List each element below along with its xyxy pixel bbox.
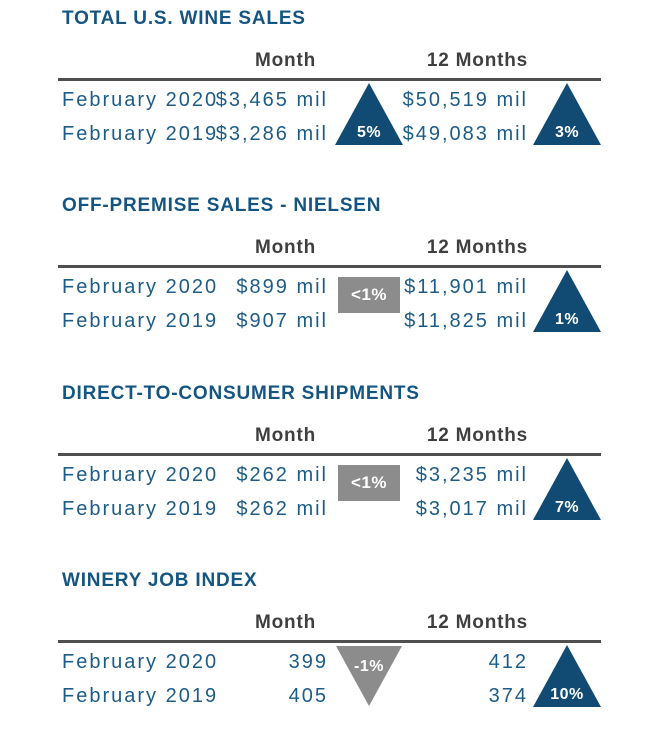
twelve-months-value: 412 [488,651,528,673]
month-indicator: <1% [330,456,408,522]
twelve-months-indicator: 1% [530,268,603,334]
twelve-months-column-header: 12 Months [426,612,528,633]
twelve-months-value: $50,519 mil [402,89,528,111]
twelve-months-value: 374 [488,685,528,707]
kpi-section: WINERY JOB INDEX Month 12 Months Februar… [0,570,650,730]
month-value: $262 mil [236,498,328,520]
twelve-months-column-header: 12 Months [426,237,528,258]
month-column-header: Month [255,50,316,71]
table-row: February 2020 $3,465 mil $50,519 mil [0,85,650,115]
section-title: TOTAL U.S. WINE SALES [62,8,306,29]
kpi-section: DIRECT-TO-CONSUMER SHIPMENTS Month 12 Mo… [0,383,650,543]
month-value: $899 mil [236,276,328,298]
twelve-months-indicator: 10% [530,643,603,709]
table-row: February 2019 405 374 [0,681,650,711]
header-divider [58,453,601,456]
kpi-section: OFF-PREMISE SALES - NIELSEN Month 12 Mon… [0,195,650,355]
table-row: February 2019 $3,286 mil $49,083 mil [0,119,650,149]
flat-change-badge: <1% [338,277,400,313]
month-value: $907 mil [236,310,328,332]
up-triangle-icon: 1% [532,270,601,332]
table-row: February 2019 $262 mil $3,017 mil [0,494,650,524]
kpi-section: TOTAL U.S. WINE SALES Month 12 Months Fe… [0,8,650,168]
flat-change-badge: <1% [338,465,400,501]
month-indicator: 5% [330,81,408,147]
month-column-header: Month [255,612,316,633]
month-value: 399 [288,651,328,673]
row-label: February 2020 [62,464,219,486]
row-label: February 2020 [62,89,219,111]
svg-text:-1%: -1% [354,658,384,675]
up-triangle-icon: 10% [532,645,601,707]
twelve-months-value: $11,901 mil [404,276,528,298]
svg-text:3%: 3% [554,124,578,141]
month-column-header: Month [255,237,316,258]
table-row: February 2020 $899 mil $11,901 mil [0,272,650,302]
header-divider [58,265,601,268]
month-value: $3,286 mil [215,123,328,145]
section-title: OFF-PREMISE SALES - NIELSEN [62,195,382,216]
section-title: DIRECT-TO-CONSUMER SHIPMENTS [62,383,420,404]
table-row: February 2019 $907 mil $11,825 mil [0,306,650,336]
twelve-months-column-header: 12 Months [426,425,528,446]
month-value: 405 [288,685,328,707]
header-divider [58,78,601,81]
month-value: $262 mil [236,464,328,486]
month-value: $3,465 mil [215,89,328,111]
twelve-months-value: $3,235 mil [415,464,528,486]
row-label: February 2019 [62,685,219,707]
twelve-months-value: $49,083 mil [402,123,528,145]
twelve-months-indicator: 7% [530,456,603,522]
row-label: February 2019 [62,498,219,520]
up-triangle-icon: 5% [335,83,403,145]
month-indicator: -1% [330,643,408,709]
table-row: February 2020 399 412 [0,647,650,677]
up-triangle-icon: 7% [532,458,601,520]
section-title: WINERY JOB INDEX [62,570,258,591]
table-row: February 2020 $262 mil $3,235 mil [0,460,650,490]
twelve-months-value: $11,825 mil [404,310,528,332]
up-triangle-icon: 3% [532,83,601,145]
month-indicator: <1% [330,268,408,334]
svg-text:5%: 5% [357,124,381,141]
svg-text:10%: 10% [550,686,584,703]
row-label: February 2020 [62,276,219,298]
twelve-months-column-header: 12 Months [426,50,528,71]
row-label: February 2019 [62,310,219,332]
svg-text:1%: 1% [554,311,578,328]
row-label: February 2019 [62,123,219,145]
month-column-header: Month [255,425,316,446]
header-divider [58,640,601,643]
twelve-months-value: $3,017 mil [415,498,528,520]
row-label: February 2020 [62,651,219,673]
down-triangle-icon: -1% [336,646,402,706]
twelve-months-indicator: 3% [530,81,603,147]
svg-text:7%: 7% [554,499,578,516]
